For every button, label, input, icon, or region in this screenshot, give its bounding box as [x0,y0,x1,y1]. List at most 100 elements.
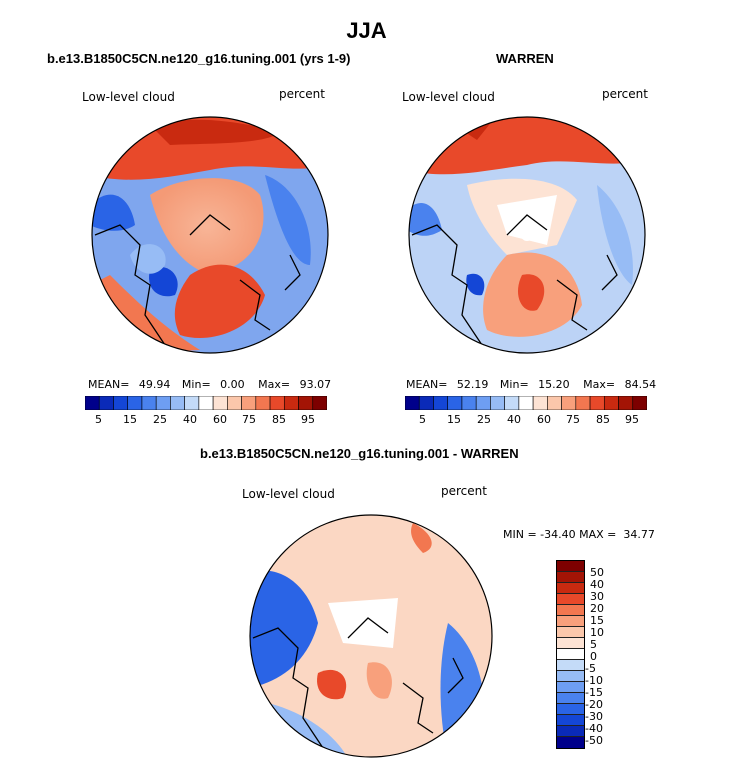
obs-europe-cloud [597,185,633,285]
diff-map-border [249,514,493,758]
diff-tick: -10 [585,674,603,687]
model-min-label: Min= [181,378,211,391]
model-tick: 15 [123,413,137,426]
obs-polar-map [408,116,646,354]
colorbar-swatch [312,395,328,411]
obs-missing-data [497,195,557,245]
model-europe-low-cloud [265,175,311,265]
colorbar-swatch [404,395,420,411]
colorbar-swatch [418,395,434,411]
colorbar-swatch [575,395,591,411]
diff-tick: 20 [590,602,604,615]
obs-stats: MEAN= 52.19 Min= 15.20 Max= 84.54 [406,378,656,391]
model-tick: 85 [272,413,286,426]
diff-tick: 15 [590,614,604,627]
diff-atlantic-positive [366,662,392,699]
colorbar-swatch [557,671,584,682]
diff-pacific-positive [411,523,432,553]
obs-max-value: 84.54 [624,378,657,391]
diff-tick: 10 [590,626,604,639]
colorbar-swatch [547,395,562,411]
model-stats: MEAN= 49.94 Min= 0.00 Max= 93.07 [88,378,331,391]
model-mean-value: 49.94 [138,378,171,391]
model-polar-map [91,116,329,354]
obs-tick: 75 [566,413,580,426]
colorbar-swatch [557,572,584,583]
model-tick: 5 [95,413,102,426]
colorbar-swatch [557,660,584,671]
obs-canada-low-cloud [409,202,442,236]
colorbar-swatch [632,395,648,411]
diff-tick: -30 [585,710,603,723]
colorbar-swatch [532,395,548,411]
model-canada-low-cloud [92,194,135,231]
colorbar-swatch [255,395,271,411]
model-colorbar-ticks: 5 15 25 40 60 75 85 95 [85,413,327,427]
colorbar-swatch [557,715,584,726]
colorbar-swatch [557,627,584,638]
colorbar-swatch [589,395,605,411]
obs-tick: 5 [419,413,426,426]
diff-pole-missing [365,630,377,642]
colorbar-swatch [557,605,584,616]
colorbar-swatch [504,395,520,411]
model-max-value: 93.07 [299,378,332,391]
obs-greenland-low-cloud [466,273,485,296]
colorbar-swatch [113,395,129,411]
diff-tick: 5 [590,638,597,651]
diff-units-label: percent [441,484,487,498]
model-mean-label: MEAN= [88,378,130,391]
colorbar-swatch [241,395,257,411]
colorbar-swatch [269,395,285,411]
colorbar-swatch [155,395,171,411]
model-units-label: percent [279,87,325,101]
obs-mean-label: MEAN= [406,378,448,391]
model-greenland-low-cloud [149,266,178,297]
model-tick: 40 [183,413,197,426]
colorbar-swatch [141,395,157,411]
obs-units-label: percent [602,87,648,101]
colorbar-swatch [557,638,584,649]
obs-tick: 85 [596,413,610,426]
model-tick: 75 [242,413,256,426]
model-subtitle: b.e13.B1850C5CN.ne120_g16.tuning.001 (yr… [47,51,351,66]
colorbar-swatch [557,737,584,748]
colorbar-swatch [557,594,584,605]
colorbar-swatch [618,395,634,411]
model-arctic-ocean-cloud [150,178,264,275]
colorbar-swatch [227,395,242,411]
colorbar-swatch [475,395,491,411]
colorbar-swatch [557,726,584,737]
obs-pole-missing [521,229,533,241]
model-map-border [91,116,329,354]
colorbar-swatch [184,395,200,411]
obs-subtitle: WARREN [496,51,554,66]
colorbar-swatch [557,561,584,572]
model-atlantic-cloud [174,264,265,339]
obs-min-label: Min= [499,378,529,391]
colorbar-swatch [127,395,143,411]
colorbar-swatch [561,395,577,411]
colorbar-swatch [490,395,505,411]
diff-tick: 30 [590,590,604,603]
diff-coastlines [252,617,464,749]
colorbar-swatch [212,395,228,411]
obs-map-border [408,116,646,354]
obs-colorbar-swatches [404,395,648,411]
diff-tick: 0 [590,650,597,663]
diff-tick: -5 [585,662,596,675]
colorbar-swatch [298,395,314,411]
diff-variable-label: Low-level cloud [242,487,335,501]
colorbar-swatch [198,395,214,411]
obs-variable-label: Low-level cloud [402,90,495,104]
colorbar-swatch [557,616,584,627]
colorbar-swatch [170,395,185,411]
model-colorbar-swatches [84,395,328,411]
diff-subtitle: b.e13.B1850C5CN.ne120_g16.tuning.001 - W… [200,446,519,461]
colorbar-swatch [518,395,534,411]
diff-polar-map [249,514,493,758]
obs-tick: 40 [507,413,521,426]
colorbar-swatch [557,682,584,693]
colorbar-swatch [433,395,449,411]
model-colorbar [84,395,328,415]
